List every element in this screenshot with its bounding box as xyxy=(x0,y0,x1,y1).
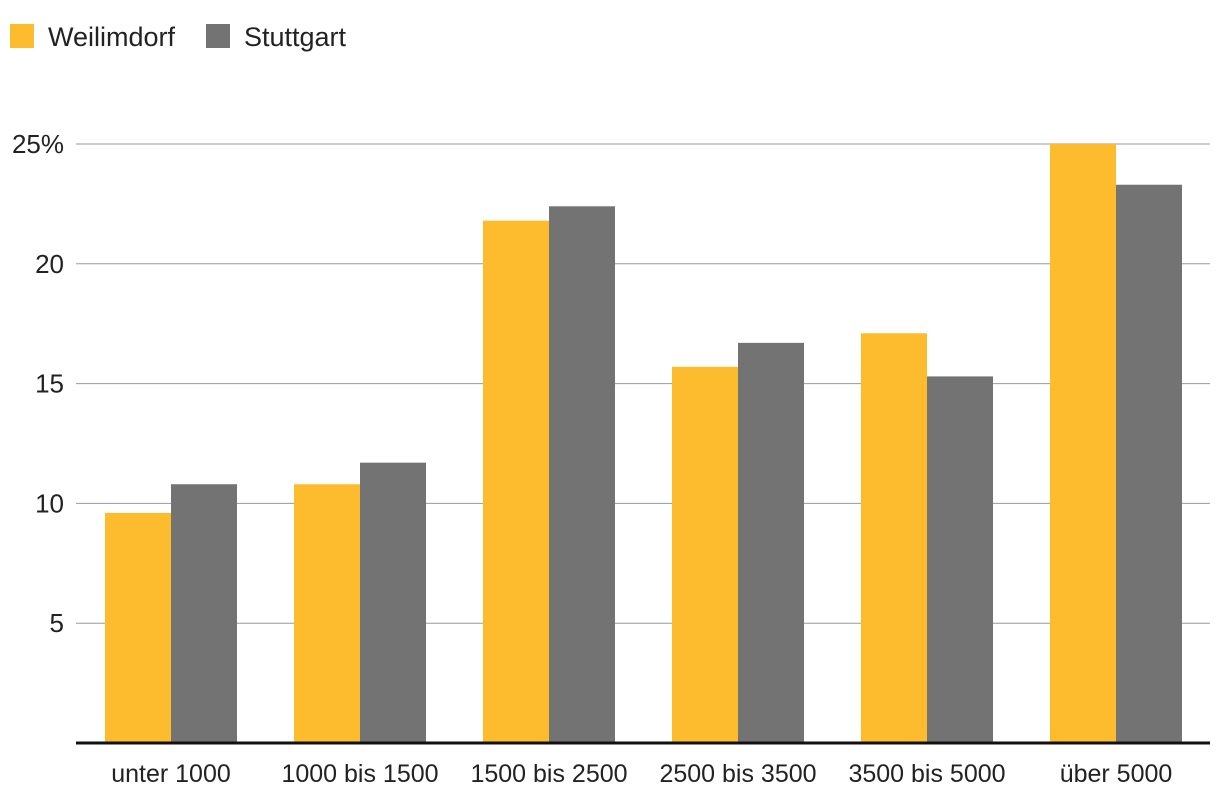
legend: Weilimdorf Stuttgart xyxy=(10,22,347,52)
bar-stuttgart xyxy=(171,484,237,743)
x-category-label: 1000 bis 1500 xyxy=(281,760,438,788)
bar-stuttgart xyxy=(738,342,804,743)
legend-item: Stuttgart xyxy=(206,22,347,52)
x-category-label: 3500 bis 5000 xyxy=(848,760,1005,788)
y-axis-ticks: 5 10 15 20 25% xyxy=(12,129,64,638)
bar-stuttgart xyxy=(927,376,993,743)
bar-weilimdorf xyxy=(483,220,549,743)
bar-group xyxy=(294,462,426,743)
legend-label: Weilimdorf xyxy=(48,22,176,52)
x-category-label: über 5000 xyxy=(1060,760,1173,788)
x-category-label: 2500 bis 3500 xyxy=(659,760,816,788)
x-category-label: unter 1000 xyxy=(111,760,231,788)
legend-swatch xyxy=(10,24,34,48)
bar-weilimdorf xyxy=(294,484,360,743)
y-tick-label: 5 xyxy=(50,608,64,638)
bar-weilimdorf xyxy=(672,366,738,743)
bar-group xyxy=(1050,144,1182,743)
legend-label: Stuttgart xyxy=(244,22,347,52)
bar-group xyxy=(861,333,993,743)
y-tick-label: 15 xyxy=(35,369,64,399)
legend-swatch xyxy=(206,24,230,48)
bars xyxy=(105,144,1182,743)
y-tick-label: 25% xyxy=(12,129,64,159)
y-tick-label: 20 xyxy=(35,249,64,279)
legend-item: Weilimdorf xyxy=(10,22,176,52)
bar-stuttgart xyxy=(360,462,426,743)
x-category-label: 1500 bis 2500 xyxy=(470,760,627,788)
bar-stuttgart xyxy=(1116,184,1182,743)
bar-group xyxy=(105,484,237,743)
gridlines xyxy=(76,143,1210,624)
bar-stuttgart xyxy=(549,206,615,743)
y-tick-label: 10 xyxy=(35,488,64,518)
bar-group xyxy=(483,206,615,743)
x-axis-categories: unter 1000 1000 bis 1500 1500 bis 2500 2500… xyxy=(111,760,1172,788)
bar-weilimdorf xyxy=(1050,144,1116,743)
bar-weilimdorf xyxy=(861,333,927,743)
bar-weilimdorf xyxy=(105,512,171,743)
bar-group xyxy=(672,342,804,743)
